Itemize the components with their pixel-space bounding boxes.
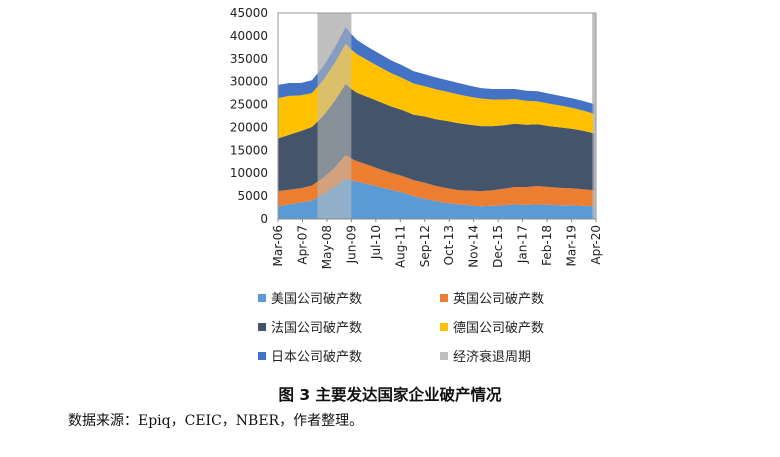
legend-label: 美国公司破产数 — [271, 292, 363, 307]
area-series-2 — [278, 154, 595, 207]
legend: 美国公司破产数 英国公司破产数 法国公司破产数 德国公司破产数 日本公司破产数 … — [258, 288, 618, 372]
recession-overlay — [317, 13, 352, 219]
legend-label: 德国公司破产数 — [453, 321, 545, 336]
area-series-3 — [278, 84, 595, 192]
x-tick-label: Feb-18 — [540, 225, 554, 266]
area-series — [278, 27, 595, 219]
y-tick-label: 45000 — [230, 6, 268, 20]
x-tick-label: Sep-12 — [418, 225, 432, 267]
x-tick-label: Oct-13 — [442, 225, 456, 265]
recession-overlays — [317, 13, 596, 219]
y-tick-label: 0 — [260, 212, 268, 226]
recession-overlay — [592, 13, 596, 219]
y-tick-label: 25000 — [230, 98, 268, 112]
figure-caption: 图 3 主要发达国家企业破产情况 — [278, 386, 502, 404]
legend-label: 英国公司破产数 — [453, 292, 545, 307]
legend-label: 法国公司破产数 — [271, 321, 363, 336]
y-tick-label: 15000 — [230, 143, 268, 157]
y-tick-label: 35000 — [230, 52, 268, 66]
legend-swatch — [258, 351, 266, 360]
x-tick-label: Jan-17 — [516, 225, 530, 264]
y-tick-label: 5000 — [237, 189, 268, 203]
x-tick-label: Aug-11 — [393, 225, 407, 268]
legend-item-japan: 日本公司破产数 — [258, 346, 362, 365]
axes: 0 5000 10000 15000 20000 25000 30000 35000 40000… — [230, 6, 603, 269]
legend-item-us: 美国公司破产数 — [258, 288, 362, 307]
legend-swatch — [440, 351, 448, 360]
y-tick-label: 10000 — [230, 166, 268, 180]
x-tick-label: Jun-09 — [344, 225, 358, 264]
stacked-area-chart: 0 5000 10000 15000 20000 25000 30000 35000 40000… — [230, 6, 603, 269]
legend-label: 经济衰退周期 — [453, 350, 532, 365]
x-tick-label: Apr-20 — [589, 225, 603, 265]
legend-item-germany: 德国公司破产数 — [440, 317, 544, 336]
area-series-4 — [278, 43, 595, 139]
legend-swatch — [440, 293, 448, 302]
x-tick-label: Dec-15 — [491, 225, 505, 268]
x-tick-label: Apr-07 — [295, 225, 309, 265]
legend-swatch — [258, 322, 266, 331]
y-tick-label: 30000 — [230, 75, 268, 89]
area-series-5 — [278, 27, 595, 114]
legend-item-recession: 经济衰退周期 — [440, 346, 531, 365]
x-tick-label: Mar-06 — [271, 225, 285, 266]
legend-swatch — [440, 322, 448, 331]
legend-swatch — [258, 293, 266, 302]
y-tick-label: 20000 — [230, 120, 268, 134]
x-tick-label: Mar-19 — [565, 225, 579, 266]
area-series-1 — [278, 178, 595, 219]
legend-item-uk: 英国公司破产数 — [440, 288, 544, 307]
x-tick-label: Jul-10 — [369, 225, 383, 260]
data-source-note: 数据来源：Epiq，CEIC，NBER，作者整理。 — [68, 413, 364, 429]
x-tick-label: May-08 — [320, 225, 334, 269]
y-tick-label: 40000 — [230, 29, 268, 43]
legend-item-france: 法国公司破产数 — [258, 317, 362, 336]
legend-label: 日本公司破产数 — [271, 350, 363, 365]
x-tick-label: Nov-14 — [467, 225, 481, 268]
